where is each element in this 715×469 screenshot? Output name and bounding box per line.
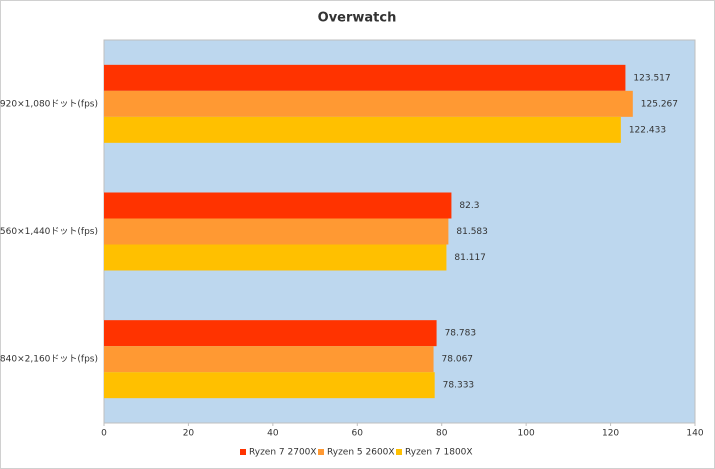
- bar: [104, 116, 621, 143]
- data-label: 82.3: [459, 201, 479, 211]
- x-tick-label: 120: [602, 429, 619, 439]
- chart-title: Overwatch: [318, 11, 397, 26]
- bar: [104, 244, 447, 271]
- data-label: 81.583: [456, 227, 488, 237]
- legend-swatch: [318, 449, 324, 455]
- bar: [104, 192, 452, 219]
- legend-swatch: [396, 449, 402, 455]
- y-tick-label: 2,560×1,440ドット(fps): [0, 227, 98, 237]
- x-tick-label: 0: [101, 429, 107, 439]
- data-label: 78.783: [445, 329, 477, 339]
- data-label: 123.517: [633, 73, 670, 83]
- data-label: 78.333: [443, 381, 475, 391]
- bar: [104, 218, 449, 245]
- x-tick-label: 60: [352, 429, 364, 439]
- y-tick-label: 1,920×1,080ドット(fps): [0, 99, 98, 109]
- bar: [104, 320, 437, 347]
- legend-swatch: [240, 449, 246, 455]
- x-tick-label: 40: [267, 429, 279, 439]
- legend-label: Ryzen 7 1800X: [405, 448, 473, 458]
- bar: [104, 372, 435, 399]
- x-tick-label: 140: [686, 429, 703, 439]
- data-label: 125.267: [641, 99, 678, 109]
- x-tick-label: 20: [183, 429, 195, 439]
- data-label: 81.117: [454, 253, 486, 263]
- data-label: 122.433: [629, 125, 666, 135]
- bar: [104, 90, 633, 117]
- x-tick-label: 100: [518, 429, 535, 439]
- data-label: 78.067: [442, 355, 474, 365]
- y-tick-label: 3,840×2,160ドット(fps): [0, 355, 98, 365]
- legend-label: Ryzen 5 2600X: [327, 448, 395, 458]
- bar: [104, 64, 626, 91]
- legend-label: Ryzen 7 2700X: [249, 448, 317, 458]
- bar: [104, 346, 434, 373]
- x-tick-label: 80: [436, 429, 448, 439]
